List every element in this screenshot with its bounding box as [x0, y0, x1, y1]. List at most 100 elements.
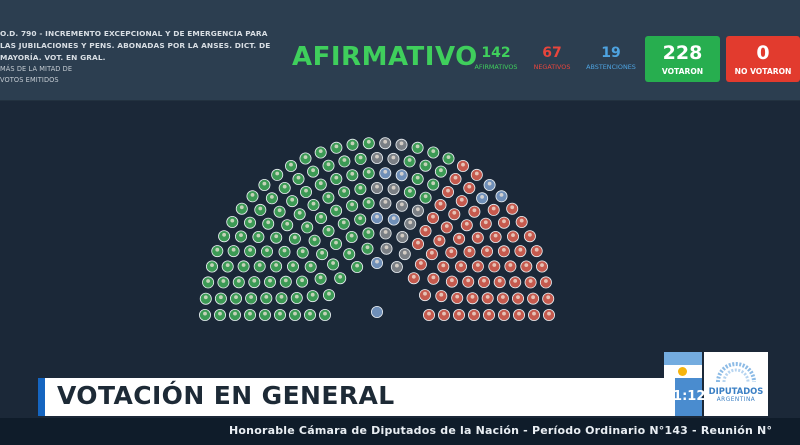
seat-face — [450, 278, 454, 283]
seat-face — [249, 295, 254, 299]
seat-face — [415, 175, 420, 180]
seat-face — [467, 248, 472, 253]
seat-face — [248, 248, 253, 252]
seat-face — [497, 278, 502, 283]
chamber-seat-map — [198, 137, 556, 321]
seat-face — [342, 189, 346, 193]
seat-face — [279, 294, 284, 299]
seat-face — [250, 193, 255, 197]
seat-face — [358, 155, 363, 160]
seat-face — [264, 295, 269, 299]
seat-face — [358, 216, 363, 220]
seat-face — [296, 175, 301, 180]
seat-face — [459, 263, 463, 267]
seat-face — [511, 233, 515, 238]
seat-face — [431, 181, 436, 186]
seat-face — [225, 263, 230, 267]
seat-face — [293, 311, 297, 316]
seat-face — [265, 248, 269, 253]
seat-face — [285, 221, 290, 226]
seat-face — [475, 234, 480, 239]
seat-face — [334, 240, 338, 245]
seat-face — [439, 292, 444, 297]
seat-face — [365, 245, 370, 250]
seat-face — [466, 278, 471, 283]
seat-face — [294, 294, 299, 299]
seat-face — [419, 261, 423, 265]
stat-abstenciones: 19 ABSTENCIONES — [582, 44, 640, 72]
seat-face — [270, 195, 274, 199]
seat-face — [395, 263, 399, 268]
seat-face — [472, 311, 476, 316]
seat-face — [472, 208, 477, 213]
seat-face — [222, 232, 227, 237]
majority-rule-line2: VOTOS EMITIDOS — [0, 76, 59, 84]
seat-face — [239, 205, 244, 210]
seat-face — [289, 162, 293, 167]
seat-face — [544, 279, 548, 283]
negativos-label: NEGATIVOS — [533, 63, 571, 71]
seat-face — [513, 279, 518, 283]
seat-face — [266, 220, 271, 225]
seat-face — [532, 311, 536, 316]
votaron-box: 228 VOTARON — [645, 36, 720, 82]
seat-face — [248, 219, 252, 224]
seat-face — [342, 158, 347, 162]
seat-face — [303, 155, 308, 159]
seat-face — [366, 169, 371, 174]
seat-face — [491, 206, 496, 211]
seat-face — [230, 218, 235, 223]
seat-face — [446, 155, 451, 159]
seat-face — [210, 263, 214, 267]
seat-face — [524, 263, 529, 267]
seat-face — [408, 189, 412, 193]
motion-description: O.D. 790 - INCREMENTO EXCEPCIONAL Y DE E… — [0, 28, 280, 86]
seat-face — [331, 261, 335, 265]
seat-face — [215, 247, 220, 252]
seat-face — [441, 263, 446, 268]
seat-face — [327, 291, 331, 296]
logo-line1: DIPUTADOS — [708, 386, 764, 396]
seat-face — [311, 168, 315, 173]
seat-face — [547, 311, 551, 316]
seat-face — [480, 195, 484, 199]
seat-face — [241, 263, 246, 267]
stat-negativos: 67 NEGATIVOS — [528, 44, 576, 72]
seat-face — [457, 311, 461, 316]
seat-face — [375, 259, 379, 264]
seat-face — [218, 311, 222, 316]
seat-face — [502, 219, 506, 224]
seat-face — [464, 221, 469, 226]
seat-face — [457, 235, 461, 240]
seat-face — [383, 169, 388, 174]
seat-face — [444, 224, 449, 228]
seat-face — [221, 279, 226, 283]
seat-face — [278, 311, 282, 316]
seat-face — [399, 171, 404, 176]
sun-of-may-icon — [678, 367, 687, 376]
seat-face — [300, 278, 304, 283]
seat-face — [516, 295, 520, 299]
seat-face — [383, 200, 388, 204]
seat-face — [546, 295, 551, 300]
seat-face — [442, 311, 446, 316]
banner-title: VOTACIÓN EN GENERAL — [57, 381, 395, 410]
seat-face — [415, 144, 420, 149]
seat-face — [312, 237, 317, 242]
seat-face — [233, 311, 237, 316]
motion-title: O.D. 790 - INCREMENTO EXCEPCIONAL Y DE E… — [0, 29, 271, 62]
seat-face — [341, 220, 346, 225]
seat-face — [540, 263, 544, 267]
seat-face — [446, 188, 450, 193]
seat-face — [452, 210, 457, 215]
seat-face — [206, 279, 211, 283]
seat-face — [483, 220, 488, 225]
seat-face — [391, 185, 396, 190]
seat-face — [252, 278, 257, 283]
seat-face — [311, 201, 316, 206]
seat-face — [437, 237, 442, 242]
seat-face — [502, 248, 506, 252]
votaron-label: VOTARON — [661, 67, 704, 76]
seat-face — [375, 184, 379, 189]
seat-face — [326, 194, 331, 199]
